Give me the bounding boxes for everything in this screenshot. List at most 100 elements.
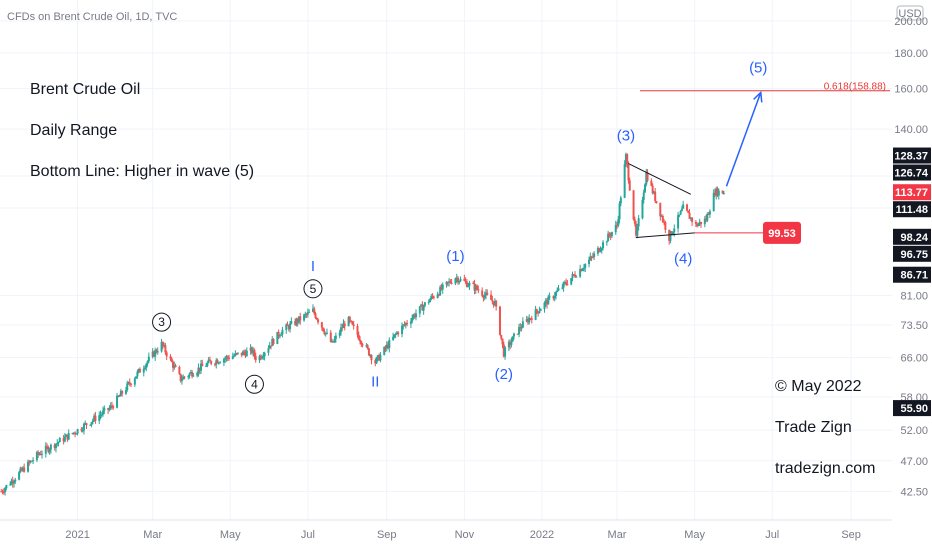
candle: [599, 246, 602, 253]
candle: [509, 339, 512, 350]
candle: [703, 216, 706, 228]
candle: [91, 418, 94, 425]
candle: [305, 312, 308, 318]
candle: [152, 350, 155, 358]
candle: [713, 188, 716, 197]
candle: [544, 297, 547, 307]
candle: [525, 315, 528, 323]
time-axis[interactable]: 2021 Mar May Jul Sep Nov 2022 Mar May Jul Sep: [0, 519, 892, 541]
candle: [297, 316, 300, 324]
candle: [722, 190, 725, 195]
candle: [449, 279, 452, 284]
candle: [133, 376, 136, 388]
candle: [23, 463, 26, 473]
candle: [379, 351, 382, 363]
candle: [62, 434, 65, 445]
candle: [539, 308, 542, 311]
candle: [339, 323, 342, 336]
candle: [112, 404, 115, 410]
candle: [57, 441, 60, 447]
candle: [556, 287, 559, 293]
candle: [84, 420, 87, 426]
candle: [89, 424, 92, 426]
candle: [409, 318, 412, 328]
candle: [403, 321, 406, 327]
candle: [323, 328, 326, 336]
candle: [609, 232, 612, 241]
candle: [296, 317, 299, 327]
candle: [37, 450, 40, 459]
candle: [261, 354, 264, 360]
candle: [591, 252, 594, 259]
price-label-badge: 126.74: [893, 164, 931, 181]
overlays: 99.53: [628, 90, 801, 244]
candle: [263, 351, 266, 361]
candle: [110, 401, 113, 410]
candle: [341, 323, 344, 332]
candle: [244, 349, 247, 359]
candle: [299, 312, 302, 325]
candle: [262, 351, 265, 360]
candle: [688, 208, 691, 219]
x-tick-label: Sep: [841, 529, 861, 541]
candle: [682, 200, 685, 209]
price-axis[interactable]: USD 200.00180.00160.00140.00120.00108.00…: [892, 0, 932, 520]
candle: [706, 212, 709, 223]
candle: [685, 203, 688, 212]
candle: [102, 406, 105, 417]
candle: [366, 343, 369, 350]
candle: [600, 247, 603, 254]
price-label-badge: 96.75: [893, 245, 931, 262]
candle: [660, 214, 663, 218]
candle: [156, 347, 159, 355]
candle: [53, 443, 56, 451]
candle: [547, 294, 550, 305]
candle: [694, 220, 697, 228]
candle: [518, 323, 521, 338]
candle: [420, 303, 423, 307]
candle: [130, 383, 133, 387]
candle: [412, 313, 415, 320]
candle: [721, 190, 724, 194]
candle: [691, 217, 694, 227]
candle: [566, 280, 569, 286]
candle: [432, 295, 435, 300]
candle: [468, 280, 471, 291]
currency-badge[interactable]: [896, 5, 924, 21]
candle: [456, 275, 459, 285]
candle: [565, 278, 568, 287]
x-tick-label: May: [684, 529, 705, 541]
candle: [90, 421, 93, 428]
candle: [552, 295, 555, 301]
svg-text:126.74: 126.74: [894, 168, 929, 180]
candle: [356, 323, 359, 338]
candle: [80, 427, 83, 433]
candle: [164, 342, 167, 355]
candle: [240, 352, 243, 358]
candle: [598, 247, 601, 253]
candle: [160, 338, 163, 353]
candle: [285, 323, 288, 334]
candle: [654, 187, 657, 203]
candle: [210, 360, 213, 366]
candle: [306, 308, 309, 318]
candle: [269, 345, 272, 350]
candle: [498, 305, 501, 336]
candle: [71, 432, 74, 435]
candle: [454, 277, 457, 286]
candle: [119, 388, 122, 397]
candle: [616, 221, 619, 230]
candle: [476, 284, 479, 291]
price-label-badge: 98.24: [893, 228, 931, 245]
candle: [584, 263, 587, 273]
candle: [54, 443, 57, 453]
candle: [473, 279, 476, 295]
candle: [633, 216, 636, 227]
svg-text:55.90: 55.90: [900, 403, 928, 415]
candle: [608, 232, 611, 238]
candle: [385, 341, 388, 352]
candle: [313, 306, 316, 315]
candle: [575, 275, 578, 278]
svg-text:98.24: 98.24: [900, 232, 928, 244]
